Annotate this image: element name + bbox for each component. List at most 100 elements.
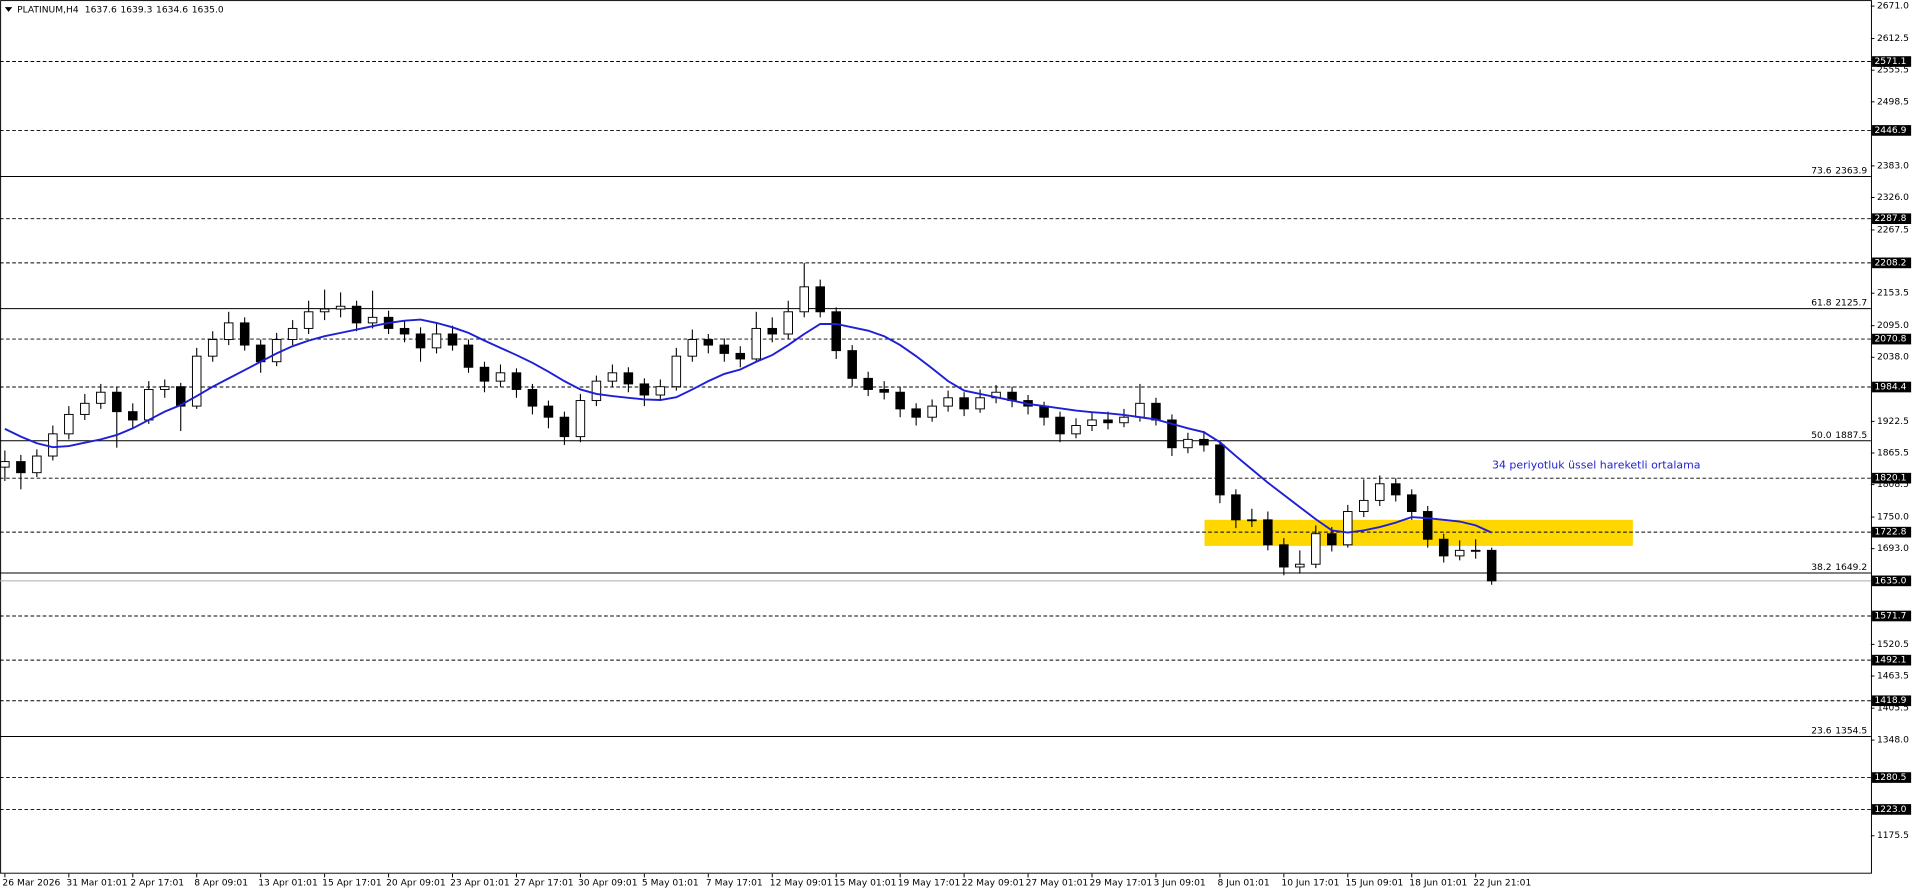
candle-body [1311,533,1321,565]
candle-body [319,308,330,313]
candle-body [463,344,474,368]
candle-body [911,408,921,418]
header-price: 1637.6 [85,5,117,15]
current-price-box [1872,575,1912,587]
level-label-box [1872,804,1912,815]
ema-line [4,318,1493,534]
level-label-box [1872,257,1912,269]
level-label-box [1872,125,1912,136]
fib-label: 73.6 2363.9 [1811,166,1867,176]
candle-body [1183,438,1193,449]
candle-body [271,339,282,363]
candle-body [415,333,426,349]
chart-header: PLATINUM,H4 1637.6 1639.3 1634.6 1635.0 [17,5,224,15]
candle-body [639,383,650,396]
candle-body [287,327,298,341]
candle-body [1103,419,1113,424]
fib-label: 50.0 1887.5 [1811,430,1867,440]
level-label-box [1872,695,1912,707]
x-tick-label: 19 May 17:01 [898,879,961,888]
candle-body [1215,444,1225,496]
x-tick-label: 8 Jun 01:01 [1217,879,1269,888]
x-tick-label: 15 Jun 09:01 [1345,879,1403,888]
candle-body [112,391,122,413]
fib-ratio: 38.2 [1811,563,1831,573]
candle-body [687,339,698,357]
level-label: 2446.9 [1875,126,1907,136]
candle-body [719,344,730,354]
y-tick-label: 2671.0 [1877,2,1909,12]
candle-body [128,411,138,421]
candle-body [735,352,746,360]
candle-body [1390,483,1401,496]
candle-body [1438,538,1449,557]
y-tick-label: 1693.0 [1877,544,1909,554]
candle-body [48,433,58,457]
x-tick-label: 29 May 17:01 [1090,879,1153,888]
candle-body [1071,425,1081,435]
level-label: 2571.1 [1875,57,1907,67]
candle-body [895,391,905,410]
candle-body [1327,533,1337,546]
candle-body [1055,416,1065,435]
fib-price: 2363.9 [1835,166,1867,176]
header-price: 1639.3 [120,5,152,15]
candle-body [1151,402,1161,421]
x-tick-label: 22 Jun 21:01 [1473,879,1531,888]
fib-label: 38.2 1649.2 [1811,563,1867,573]
candle-body [303,311,314,329]
y-tick-label: 1750.0 [1877,513,1909,523]
fib-ratio: 73.6 [1811,166,1832,176]
y-tick-label: 1520.5 [1877,640,1909,650]
x-tick-label: 5 May 01:01 [642,879,699,888]
candle-body [1087,419,1097,426]
fib-price: 2125.7 [1835,298,1867,308]
candle-body [96,391,106,404]
x-tick-label: 31 Mar 01:01 [66,879,127,888]
y-tick-label: 2612.5 [1877,34,1909,44]
candle-body [431,333,442,349]
symbol: PLATINUM,H4 [17,5,79,15]
y-tick-label: 2555.5 [1877,66,1909,76]
level-label-box [1872,526,1912,538]
level-label: 1492.1 [1875,656,1907,666]
level-label-box [1872,472,1912,484]
candle-body [239,322,250,346]
fib-ratio: 50.0 [1811,430,1832,440]
candle-body [751,327,762,360]
candle-body [335,305,346,310]
candle-body [959,397,969,410]
header-price: 1635.0 [192,5,224,15]
x-tick-label: 7 May 17:01 [706,879,763,888]
candle-body [0,461,10,468]
candle-body [1295,563,1305,568]
candle-body [1486,549,1497,582]
x-tick-label: 22 May 09:01 [962,879,1025,888]
level-label: 1984.4 [1875,383,1907,393]
y-tick-label: 2326.0 [1877,193,1909,203]
x-tick-label: 27 May 01:01 [1026,879,1089,888]
candle-body [879,388,889,393]
y-tick-label: 1922.5 [1877,417,1909,427]
y-tick-label: 1808.5 [1877,480,1909,490]
candle-body [607,372,618,382]
y-tick-label: 2095.0 [1877,321,1909,331]
fib-ratio: 23.6 [1811,726,1832,736]
y-tick-label: 2038.0 [1877,353,1909,363]
candle-body [655,386,666,396]
candle-body [223,322,234,341]
candle-body [64,413,74,435]
candle-body [559,416,570,438]
candle-body [1135,402,1145,418]
level-label-box [1872,654,1912,666]
level-label: 1418.9 [1875,696,1907,706]
candle-body [207,339,218,357]
x-tick-label: 3 Jun 09:01 [1154,879,1206,888]
x-tick-label: 2 Apr 17:01 [130,879,184,888]
menu-arrow[interactable] [4,7,13,12]
candle-body [1422,511,1433,540]
x-tick-label: 10 Jun 17:01 [1281,879,1339,888]
level-label: 1280.5 [1875,773,1907,783]
current-price-label: 1635.0 [1875,576,1907,586]
level-label: 1820.1 [1875,474,1907,484]
